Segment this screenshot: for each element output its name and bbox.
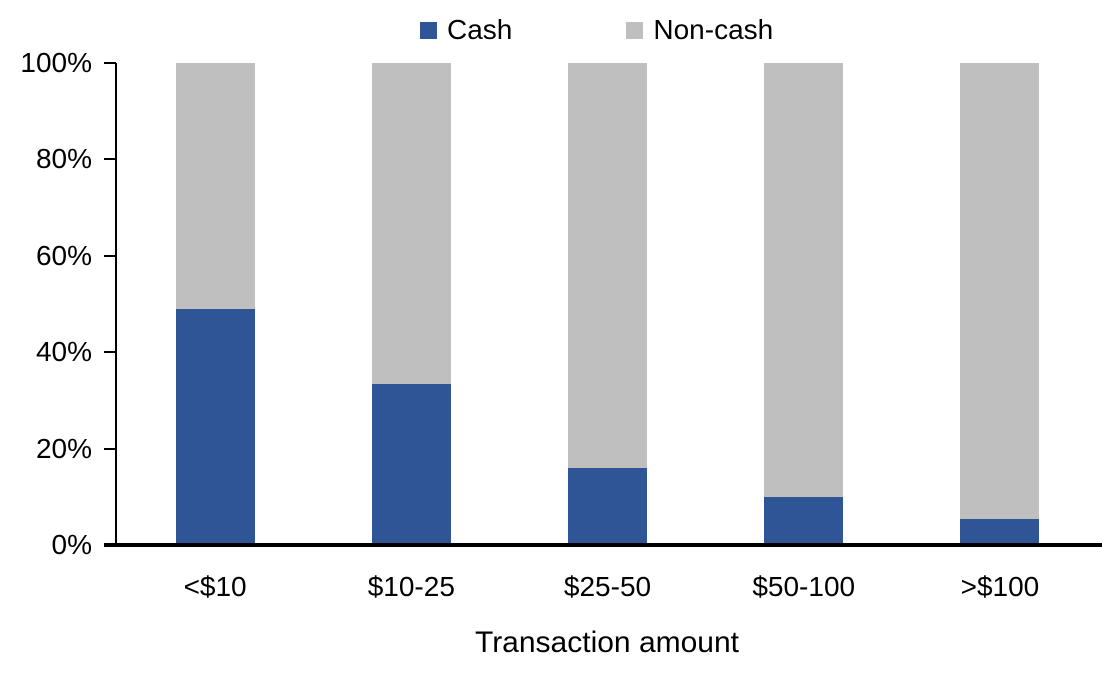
bar-slot bbox=[313, 63, 509, 545]
y-tick-label: 80% bbox=[35, 143, 92, 175]
y-tick bbox=[104, 447, 116, 450]
bar-4 bbox=[764, 63, 844, 545]
legend-item-cash: Cash bbox=[420, 14, 513, 46]
y-tick-label: 60% bbox=[35, 239, 92, 271]
y-tick bbox=[104, 254, 116, 257]
y-tick-label: 0% bbox=[51, 529, 92, 560]
x-axis-line bbox=[104, 543, 1102, 547]
bar-segment-non-cash bbox=[960, 63, 1040, 519]
legend-label: Non-cash bbox=[653, 14, 774, 45]
bar-2 bbox=[371, 63, 451, 545]
bar-slot bbox=[902, 63, 1098, 545]
x-tick-label: $25-50 bbox=[563, 571, 652, 602]
plot-area bbox=[117, 63, 1098, 545]
x-tick-label: >$100 bbox=[960, 571, 1040, 602]
legend-label: Cash bbox=[447, 14, 513, 45]
y-tick bbox=[104, 158, 116, 161]
bar-slot bbox=[117, 63, 313, 545]
legend-item-non-cash: Non-cash bbox=[626, 14, 774, 46]
bar-slot bbox=[509, 63, 705, 545]
bar-segment-cash bbox=[960, 518, 1040, 545]
bar-segment-cash bbox=[175, 308, 255, 545]
bar-segment-non-cash bbox=[175, 63, 255, 309]
bar-5 bbox=[960, 63, 1040, 545]
y-tick-label: 20% bbox=[35, 432, 92, 464]
x-tick-label: $10-25 bbox=[367, 571, 455, 602]
bar-segment-cash bbox=[371, 383, 451, 545]
x-axis-labels: <$10 $10-25 $25-50 $50-100 >$100 bbox=[117, 572, 1098, 602]
y-axis-line bbox=[115, 63, 117, 545]
x-tick-label: $50-100 bbox=[752, 571, 856, 602]
y-tick-label: 100% bbox=[20, 47, 92, 78]
x-tick-label: <$10 bbox=[183, 571, 247, 602]
legend-swatch-icon bbox=[420, 21, 437, 39]
bar-segment-non-cash bbox=[371, 63, 451, 384]
x-axis-title: Transaction amount bbox=[474, 626, 740, 659]
bar-segment-cash bbox=[764, 496, 844, 545]
bar-1 bbox=[175, 63, 255, 545]
bar-slot bbox=[706, 63, 902, 545]
legend-swatch-icon bbox=[626, 21, 644, 39]
legend: Cash Non-cash bbox=[420, 14, 774, 46]
y-axis: 0% 20% 40% 60% 80% 100% bbox=[0, 49, 116, 559]
y-tick-label: 40% bbox=[35, 336, 92, 368]
bar-segment-non-cash bbox=[568, 63, 647, 468]
bar-segment-non-cash bbox=[764, 63, 844, 497]
y-tick bbox=[104, 351, 116, 354]
bar-segment-cash bbox=[568, 467, 647, 545]
y-tick bbox=[104, 62, 116, 64]
bar-3 bbox=[568, 63, 647, 545]
